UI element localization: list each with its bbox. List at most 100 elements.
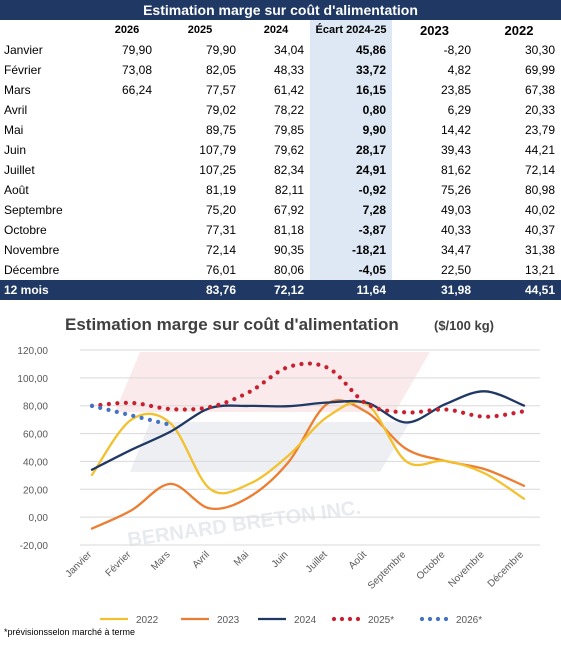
header-ecart: Écart 2024-25 xyxy=(310,20,392,40)
header-2025: 2025 xyxy=(187,24,213,36)
cell-c2024: 80,06 xyxy=(273,263,304,277)
y-tick-label: 80,00 xyxy=(23,402,48,413)
cell-c2022: 31,38 xyxy=(524,243,555,257)
table-row: Juin 107,79 79,62 28,17 39,43 44,21 xyxy=(0,140,561,160)
cell-c2023: 23,85 xyxy=(440,83,471,97)
y-tick-label: 40,00 xyxy=(23,457,48,468)
cell-c2022: 40,02 xyxy=(524,203,555,217)
series-2025-forecast xyxy=(89,361,527,419)
margin-table: Estimation marge sur coût d'alimentation… xyxy=(0,0,561,300)
table-row: Mai 89,75 79,85 9,90 14,42 23,79 xyxy=(0,120,561,140)
series-line xyxy=(90,390,526,471)
table-total-row: 12 mois 83,76 72,12 11,64 31,98 44,51 xyxy=(0,280,561,300)
cell-c2023: 49,03 xyxy=(440,203,471,217)
cell-c2023: 39,43 xyxy=(440,143,471,157)
cell-c2025: 82,05 xyxy=(205,63,236,77)
cell-c2024: 61,42 xyxy=(273,83,304,97)
y-tick-label: 120,00 xyxy=(17,346,48,357)
y-tick-label: 60,00 xyxy=(23,430,48,441)
cell-c2022: 44,51 xyxy=(477,280,561,300)
footnote: *prévisionsselon marché à terme xyxy=(4,627,135,637)
table-row: Février 73,08 82,05 48,33 33,72 4,82 69,99 xyxy=(0,60,561,80)
cell-c2024: 72,12 xyxy=(242,280,310,300)
legend-label: 2026* xyxy=(456,615,482,626)
table-row: Avril 79,02 78,22 0,80 6,29 20,33 xyxy=(0,100,561,120)
legend-label: 2024 xyxy=(294,615,317,626)
table-row: Novembre 72,14 90,35 -18,21 34,47 31,38 xyxy=(0,240,561,260)
cell-c2024: 67,92 xyxy=(273,203,304,217)
y-tick-label: 0,00 xyxy=(29,513,49,524)
cell-c2025: 83,76 xyxy=(158,280,242,300)
cell-c2023: 4,82 xyxy=(447,63,471,77)
cell-month: Novembre xyxy=(4,243,60,257)
cell-ecart: 7,28 xyxy=(310,200,392,220)
legend-item: 2022 xyxy=(100,615,159,626)
y-tick-label: 20,00 xyxy=(23,485,48,496)
cell-c2024: 82,34 xyxy=(273,163,304,177)
cell-ecart: 24,91 xyxy=(310,160,392,180)
series-2026-forecast xyxy=(89,403,173,427)
legend-item: 2025* xyxy=(331,615,394,626)
cell-c2026 xyxy=(96,120,158,140)
cell-c2025: 89,75 xyxy=(205,123,236,137)
cell-c2023: 34,47 xyxy=(440,243,471,257)
cell-month: Mai xyxy=(4,123,24,137)
legend-item: 2023 xyxy=(181,615,240,626)
cell-month: Septembre xyxy=(4,203,63,217)
cell-c2026: 79,90 xyxy=(121,43,152,57)
y-tick-label: -20,00 xyxy=(20,541,49,552)
cell-month: Février xyxy=(4,63,42,77)
cell-c2026 xyxy=(96,220,158,240)
cell-ecart: 0,80 xyxy=(310,100,392,120)
table-row: Octobre 77,31 81,18 -3,87 40,33 40,37 xyxy=(0,220,561,240)
cell-month: Mars xyxy=(4,83,31,97)
cell-ecart: 16,15 xyxy=(310,80,392,100)
series-2024 xyxy=(90,390,526,471)
cell-c2022: 23,79 xyxy=(524,123,555,137)
header-2026: 2026 xyxy=(114,24,140,36)
series-2022 xyxy=(90,400,526,500)
table-title: Estimation marge sur coût d'alimentation xyxy=(0,0,561,20)
cell-c2026 xyxy=(96,180,158,200)
chart-area: BERNARD BRETON INC. Estimation marge sur… xyxy=(0,302,561,642)
cell-ecart: 45,86 xyxy=(310,40,392,60)
cell-c2026 xyxy=(96,260,158,280)
cell-c2024: 78,22 xyxy=(273,103,304,117)
cell-c2023: 22,50 xyxy=(440,263,471,277)
cell-c2026 xyxy=(96,160,158,180)
x-tick-label: Juin xyxy=(270,549,291,570)
series-dotted-line xyxy=(89,361,527,419)
cell-month: 12 mois xyxy=(0,280,96,300)
cell-c2025: 77,31 xyxy=(205,223,236,237)
cell-c2025: 107,79 xyxy=(199,143,236,157)
cell-ecart: 9,90 xyxy=(310,120,392,140)
x-tick-label: Février xyxy=(104,549,134,579)
cell-ecart: -3,87 xyxy=(310,220,392,240)
x-tick-label: Janvier xyxy=(64,549,95,580)
watermark-text: BERNARD BRETON INC. xyxy=(126,497,362,552)
cell-c2023: 6,29 xyxy=(447,103,471,117)
cell-c2026 xyxy=(96,100,158,120)
cell-c2024: 48,33 xyxy=(273,63,304,77)
cell-c2022: 80,98 xyxy=(524,183,555,197)
table-row: Mars 66,24 77,57 61,42 16,15 23,85 67,38 xyxy=(0,80,561,100)
cell-c2024: 79,62 xyxy=(273,143,304,157)
cell-c2022: 30,30 xyxy=(524,43,555,57)
cell-c2026 xyxy=(96,240,158,260)
table-row: Janvier 79,90 79,90 34,04 45,86 -8,20 30,30 xyxy=(0,40,561,60)
x-tick-label: Septembre xyxy=(366,549,409,592)
table-row: Décembre 76,01 80,06 -4,05 22,50 13,21 xyxy=(0,260,561,280)
cell-c2022: 72,14 xyxy=(524,163,555,177)
cell-c2025: 81,19 xyxy=(205,183,236,197)
header-month xyxy=(0,20,96,40)
cell-c2023: -8,20 xyxy=(443,43,471,57)
cell-month: Octobre xyxy=(4,223,47,237)
cell-c2023: 40,33 xyxy=(440,223,471,237)
legend-label: 2023 xyxy=(217,615,240,626)
legend-label: 2025* xyxy=(368,615,394,626)
cell-ecart: 11,64 xyxy=(310,280,392,300)
cell-c2026: 73,08 xyxy=(121,63,152,77)
x-tick-label: Décembre xyxy=(486,549,527,590)
cell-ecart: 28,17 xyxy=(310,140,392,160)
chart-title: Estimation marge sur coût d'alimentation xyxy=(65,315,399,334)
